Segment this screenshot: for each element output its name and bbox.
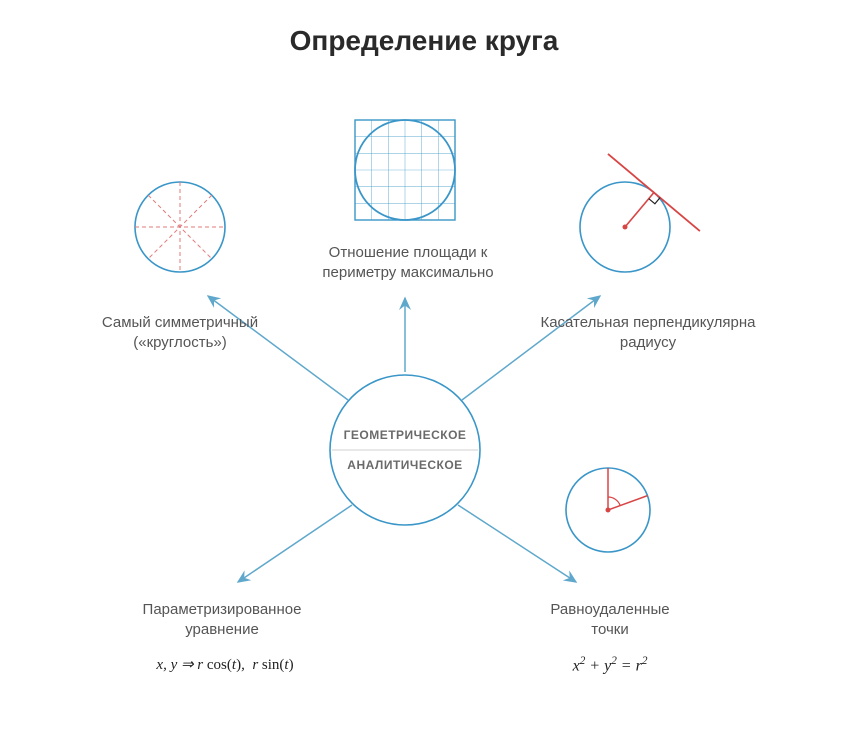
page-title: Определение круга [0,25,848,57]
parametric-label: Параметризированное уравнение [112,600,332,641]
tangent-line1: Касательная перпендикулярна [540,314,755,331]
equidistant-label: Равноудаленные точки [510,600,710,641]
parametric-formula: x, y ⇒ r cos(t), r sin(t) [110,655,340,674]
area-label: Отношение площади к периметру максимальн… [288,243,528,284]
parametric-line2: уравнение [185,621,259,638]
center-top-label: ГЕОМЕТРИЧЕСКОЕ [330,428,480,442]
symmetry-line1: Самый симметричный [102,314,258,331]
tangent-label: Касательная перпендикулярна радиусу [508,313,788,354]
symmetry-label: Самый симметричный («круглость») [60,313,300,354]
area-line1: Отношение площади к [329,244,488,261]
center-bottom-label: АНАЛИТИЧЕСКОЕ [330,458,480,472]
equidistant-line2: точки [591,621,628,638]
area-line2: периметру максимально [322,264,493,281]
tangent-line2: радиусу [620,334,676,351]
equidistant-line1: Равноудаленные [550,601,669,618]
symmetry-line2: («круглость») [133,334,227,351]
parametric-line1: Параметризированное [143,601,302,618]
equidistant-formula: x2 + y2 = r2 [540,655,680,675]
